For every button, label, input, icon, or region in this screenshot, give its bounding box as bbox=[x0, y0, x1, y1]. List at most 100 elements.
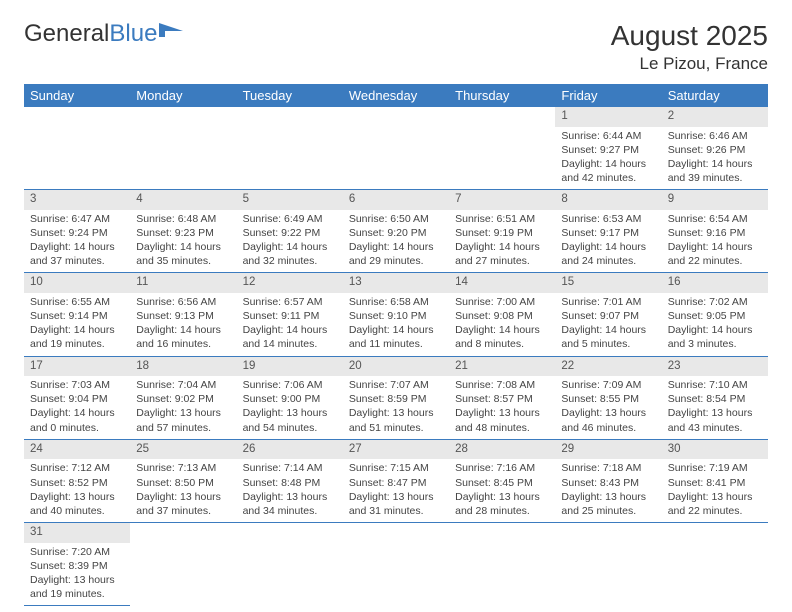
sunset-line: Sunset: 9:22 PM bbox=[243, 226, 337, 240]
calendar-cell: 27Sunrise: 7:15 AMSunset: 8:47 PMDayligh… bbox=[343, 439, 449, 522]
daylight-line: Daylight: 14 hours and 42 minutes. bbox=[561, 157, 655, 185]
calendar-cell bbox=[343, 523, 449, 606]
sunset-line: Sunset: 8:50 PM bbox=[136, 476, 230, 490]
day-body: Sunrise: 6:44 AMSunset: 9:27 PMDaylight:… bbox=[555, 127, 661, 190]
day-number: 12 bbox=[237, 273, 343, 293]
day-number: 23 bbox=[662, 357, 768, 377]
daylight-line: Daylight: 14 hours and 5 minutes. bbox=[561, 323, 655, 351]
daylight-line: Daylight: 14 hours and 29 minutes. bbox=[349, 240, 443, 268]
calendar-cell bbox=[449, 523, 555, 606]
sunrise-line: Sunrise: 7:06 AM bbox=[243, 378, 337, 392]
sunset-line: Sunset: 9:19 PM bbox=[455, 226, 549, 240]
daylight-line: Daylight: 14 hours and 22 minutes. bbox=[668, 240, 762, 268]
day-body: Sunrise: 7:14 AMSunset: 8:48 PMDaylight:… bbox=[237, 459, 343, 522]
daylight-line: Daylight: 14 hours and 27 minutes. bbox=[455, 240, 549, 268]
day-number: 13 bbox=[343, 273, 449, 293]
logo-text-2: Blue bbox=[109, 20, 157, 48]
sunrise-line: Sunrise: 6:47 AM bbox=[30, 212, 124, 226]
sunset-line: Sunset: 9:26 PM bbox=[668, 143, 762, 157]
daylight-line: Daylight: 13 hours and 22 minutes. bbox=[668, 490, 762, 518]
header: GeneralBlue August 2025 Le Pizou, France bbox=[24, 20, 768, 74]
day-body: Sunrise: 7:18 AMSunset: 8:43 PMDaylight:… bbox=[555, 459, 661, 522]
weekday-header: Sunday bbox=[24, 84, 130, 107]
sunset-line: Sunset: 8:43 PM bbox=[561, 476, 655, 490]
sunrise-line: Sunrise: 6:44 AM bbox=[561, 129, 655, 143]
daylight-line: Daylight: 14 hours and 11 minutes. bbox=[349, 323, 443, 351]
sunset-line: Sunset: 8:52 PM bbox=[30, 476, 124, 490]
day-body: Sunrise: 7:03 AMSunset: 9:04 PMDaylight:… bbox=[24, 376, 130, 439]
sunrise-line: Sunrise: 7:20 AM bbox=[30, 545, 124, 559]
calendar-cell: 16Sunrise: 7:02 AMSunset: 9:05 PMDayligh… bbox=[662, 273, 768, 356]
sunrise-line: Sunrise: 7:18 AM bbox=[561, 461, 655, 475]
sunset-line: Sunset: 9:11 PM bbox=[243, 309, 337, 323]
calendar-cell: 11Sunrise: 6:56 AMSunset: 9:13 PMDayligh… bbox=[130, 273, 236, 356]
daylight-line: Daylight: 13 hours and 48 minutes. bbox=[455, 406, 549, 434]
day-body: Sunrise: 7:00 AMSunset: 9:08 PMDaylight:… bbox=[449, 293, 555, 356]
day-body: Sunrise: 7:09 AMSunset: 8:55 PMDaylight:… bbox=[555, 376, 661, 439]
calendar-cell: 6Sunrise: 6:50 AMSunset: 9:20 PMDaylight… bbox=[343, 190, 449, 273]
day-number: 21 bbox=[449, 357, 555, 377]
calendar-cell: 13Sunrise: 6:58 AMSunset: 9:10 PMDayligh… bbox=[343, 273, 449, 356]
calendar-cell: 18Sunrise: 7:04 AMSunset: 9:02 PMDayligh… bbox=[130, 356, 236, 439]
day-body: Sunrise: 6:48 AMSunset: 9:23 PMDaylight:… bbox=[130, 210, 236, 273]
sunrise-line: Sunrise: 6:54 AM bbox=[668, 212, 762, 226]
weekday-header: Tuesday bbox=[237, 84, 343, 107]
sunset-line: Sunset: 9:13 PM bbox=[136, 309, 230, 323]
sunset-line: Sunset: 9:00 PM bbox=[243, 392, 337, 406]
day-number: 7 bbox=[449, 190, 555, 210]
sunset-line: Sunset: 9:16 PM bbox=[668, 226, 762, 240]
day-body: Sunrise: 6:58 AMSunset: 9:10 PMDaylight:… bbox=[343, 293, 449, 356]
daylight-line: Daylight: 13 hours and 57 minutes. bbox=[136, 406, 230, 434]
calendar-cell: 9Sunrise: 6:54 AMSunset: 9:16 PMDaylight… bbox=[662, 190, 768, 273]
day-body: Sunrise: 7:13 AMSunset: 8:50 PMDaylight:… bbox=[130, 459, 236, 522]
sunrise-line: Sunrise: 7:16 AM bbox=[455, 461, 549, 475]
calendar-cell: 24Sunrise: 7:12 AMSunset: 8:52 PMDayligh… bbox=[24, 439, 130, 522]
calendar-cell bbox=[237, 107, 343, 190]
daylight-line: Daylight: 14 hours and 32 minutes. bbox=[243, 240, 337, 268]
sunset-line: Sunset: 9:07 PM bbox=[561, 309, 655, 323]
daylight-line: Daylight: 13 hours and 43 minutes. bbox=[668, 406, 762, 434]
daylight-line: Daylight: 13 hours and 54 minutes. bbox=[243, 406, 337, 434]
calendar-cell: 17Sunrise: 7:03 AMSunset: 9:04 PMDayligh… bbox=[24, 356, 130, 439]
day-body: Sunrise: 7:06 AMSunset: 9:00 PMDaylight:… bbox=[237, 376, 343, 439]
day-body: Sunrise: 6:57 AMSunset: 9:11 PMDaylight:… bbox=[237, 293, 343, 356]
sunrise-line: Sunrise: 7:14 AM bbox=[243, 461, 337, 475]
sunrise-line: Sunrise: 6:48 AM bbox=[136, 212, 230, 226]
sunrise-line: Sunrise: 7:13 AM bbox=[136, 461, 230, 475]
daylight-line: Daylight: 13 hours and 51 minutes. bbox=[349, 406, 443, 434]
day-body: Sunrise: 6:47 AMSunset: 9:24 PMDaylight:… bbox=[24, 210, 130, 273]
sunrise-line: Sunrise: 6:46 AM bbox=[668, 129, 762, 143]
calendar-cell bbox=[24, 107, 130, 190]
day-body: Sunrise: 7:08 AMSunset: 8:57 PMDaylight:… bbox=[449, 376, 555, 439]
sunrise-line: Sunrise: 6:57 AM bbox=[243, 295, 337, 309]
day-body: Sunrise: 7:15 AMSunset: 8:47 PMDaylight:… bbox=[343, 459, 449, 522]
day-number: 14 bbox=[449, 273, 555, 293]
calendar-cell: 25Sunrise: 7:13 AMSunset: 8:50 PMDayligh… bbox=[130, 439, 236, 522]
day-body: Sunrise: 6:56 AMSunset: 9:13 PMDaylight:… bbox=[130, 293, 236, 356]
daylight-line: Daylight: 13 hours and 19 minutes. bbox=[30, 573, 124, 601]
calendar-cell: 12Sunrise: 6:57 AMSunset: 9:11 PMDayligh… bbox=[237, 273, 343, 356]
day-body: Sunrise: 6:54 AMSunset: 9:16 PMDaylight:… bbox=[662, 210, 768, 273]
calendar-table: SundayMondayTuesdayWednesdayThursdayFrid… bbox=[24, 84, 768, 606]
sunset-line: Sunset: 9:05 PM bbox=[668, 309, 762, 323]
month-title: August 2025 bbox=[611, 20, 768, 52]
daylight-line: Daylight: 14 hours and 35 minutes. bbox=[136, 240, 230, 268]
day-number: 31 bbox=[24, 523, 130, 543]
logo-text-1: General bbox=[24, 20, 109, 48]
calendar-cell bbox=[343, 107, 449, 190]
day-body: Sunrise: 7:02 AMSunset: 9:05 PMDaylight:… bbox=[662, 293, 768, 356]
sunrise-line: Sunrise: 6:49 AM bbox=[243, 212, 337, 226]
calendar-cell: 1Sunrise: 6:44 AMSunset: 9:27 PMDaylight… bbox=[555, 107, 661, 190]
daylight-line: Daylight: 13 hours and 31 minutes. bbox=[349, 490, 443, 518]
calendar-cell: 19Sunrise: 7:06 AMSunset: 9:00 PMDayligh… bbox=[237, 356, 343, 439]
calendar-cell: 7 Sunrise: 6:51 AMSunset: 9:19 PMDaylight… bbox=[449, 190, 555, 273]
sunset-line: Sunset: 9:23 PM bbox=[136, 226, 230, 240]
sunset-line: Sunset: 9:27 PM bbox=[561, 143, 655, 157]
sunset-line: Sunset: 9:08 PM bbox=[455, 309, 549, 323]
day-body: Sunrise: 7:10 AMSunset: 8:54 PMDaylight:… bbox=[662, 376, 768, 439]
sunrise-line: Sunrise: 6:51 AM bbox=[455, 212, 549, 226]
calendar-cell: 31Sunrise: 7:20 AMSunset: 8:39 PMDayligh… bbox=[24, 523, 130, 606]
daylight-line: Daylight: 14 hours and 37 minutes. bbox=[30, 240, 124, 268]
daylight-line: Daylight: 13 hours and 28 minutes. bbox=[455, 490, 549, 518]
sunrise-line: Sunrise: 7:10 AM bbox=[668, 378, 762, 392]
